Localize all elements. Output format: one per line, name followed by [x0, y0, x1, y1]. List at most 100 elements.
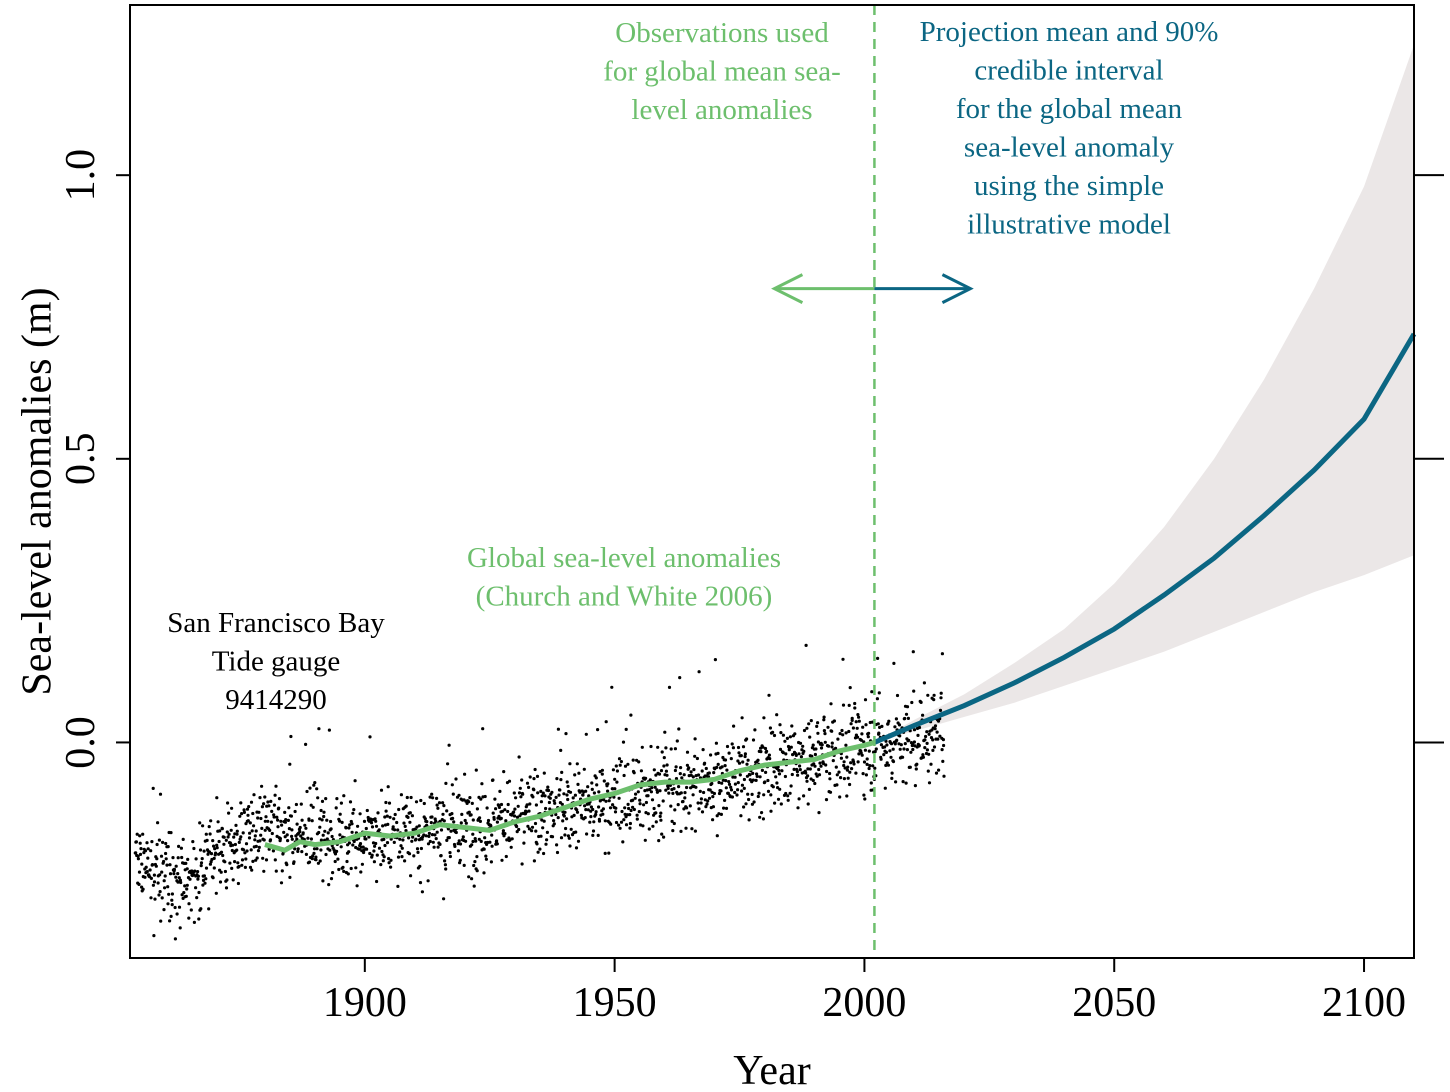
- tide-gauge-point: [349, 866, 353, 871]
- tide-gauge-point: [575, 762, 579, 766]
- tide-gauge-point: [266, 800, 270, 804]
- tide-gauge-point: [860, 753, 864, 757]
- tide-gauge-point: [247, 805, 251, 809]
- tide-gauge-point: [260, 784, 264, 788]
- tide-gauge-point: [319, 808, 323, 813]
- tide-gauge-point: [415, 825, 419, 829]
- tide-gauge-point: [405, 795, 409, 800]
- tide-gauge-point: [890, 771, 894, 775]
- tide-gauge-point: [756, 794, 760, 799]
- tide-gauge-point: [938, 734, 942, 738]
- tide-gauge-point: [207, 825, 211, 829]
- tide-gauge-point: [243, 851, 247, 855]
- tide-gauge-point: [577, 771, 581, 775]
- tide-gauge-point: [398, 850, 402, 854]
- tide-gauge-point: [169, 914, 173, 919]
- tide-gauge-point: [470, 877, 474, 881]
- tide-gauge-point: [481, 727, 485, 731]
- tide-gauge-point: [585, 832, 589, 836]
- tide-gauge-point: [591, 833, 595, 838]
- tide-gauge-point: [798, 764, 802, 768]
- tide-gauge-point: [931, 738, 935, 742]
- tide-gauge-point: [802, 728, 807, 733]
- tide-gauge-point: [373, 844, 377, 848]
- tide-gauge-point: [627, 806, 631, 811]
- tide-gauge-point: [207, 907, 211, 911]
- tide-gauge-point: [720, 765, 724, 769]
- tide-gauge-point: [756, 758, 760, 762]
- tide-gauge-point: [634, 792, 638, 796]
- tide-gauge-point: [939, 696, 943, 700]
- tide-gauge-point: [275, 815, 279, 819]
- tide-gauge-point: [138, 834, 142, 838]
- tide-gauge-point: [874, 747, 878, 751]
- tide-gauge-point: [138, 841, 142, 845]
- y-tick-label: 0.0: [58, 716, 104, 769]
- tide-gauge-point: [854, 771, 858, 775]
- tide-gauge-point: [677, 785, 681, 789]
- tide-gauge-point: [597, 790, 601, 794]
- tide-gauge-point: [329, 877, 334, 881]
- tide-gauge-point: [531, 795, 535, 799]
- tide-gauge-point: [185, 883, 189, 887]
- tide-gauge-point: [279, 819, 283, 823]
- tide-gauge-point: [588, 820, 592, 824]
- tide-gauge-point: [248, 821, 252, 825]
- tide-gauge-point: [657, 804, 661, 808]
- tide-gauge-point: [389, 858, 393, 862]
- tide-gauge-point: [177, 844, 181, 849]
- tide-gauge-point: [299, 834, 303, 838]
- tide-gauge-point: [768, 757, 772, 761]
- tide-gauge-point: [729, 788, 734, 792]
- tide-gauge-point: [685, 806, 689, 810]
- tide-gauge-point: [697, 807, 701, 811]
- tide-gauge-point: [861, 772, 865, 776]
- tide-gauge-point: [160, 896, 164, 900]
- tide-gauge-point: [235, 848, 239, 852]
- tide-gauge-point: [462, 863, 466, 868]
- tide-gauge-point: [745, 762, 749, 766]
- tide-gauge-point: [410, 814, 414, 818]
- tide-gauge-point: [673, 768, 678, 773]
- tide-gauge-point: [490, 833, 494, 837]
- tide-gauge-point: [200, 857, 204, 861]
- tide-gauge-point: [233, 842, 237, 847]
- tide-gauge-point: [729, 785, 733, 789]
- tide-gauge-point: [152, 873, 156, 877]
- tide-gauge-point: [768, 726, 773, 730]
- tide-gauge-point: [568, 844, 572, 848]
- tide-gauge-point: [284, 818, 288, 822]
- tide-gauge-point: [509, 845, 513, 849]
- tide-gauge-point: [300, 818, 304, 822]
- tide-gauge-point: [536, 850, 540, 854]
- tide-gauge-point: [204, 832, 208, 836]
- tide-gauge-point: [841, 657, 845, 661]
- tide-gauge-point: [305, 789, 309, 794]
- tide-gauge-point: [338, 833, 342, 837]
- tide-gauge-point: [742, 786, 746, 791]
- tide-gauge-point: [573, 773, 577, 777]
- tide-gauge-point: [619, 760, 624, 764]
- tide-gauge-point: [776, 797, 781, 801]
- tide-gauge-point: [857, 719, 861, 723]
- tide-gauge-point: [838, 795, 842, 799]
- tide-gauge-point: [807, 787, 812, 792]
- tide-gauge-point: [670, 819, 674, 824]
- tide-gauge-point: [280, 823, 284, 827]
- tide-gauge-point: [682, 773, 686, 777]
- tide-gauge-point: [456, 842, 460, 846]
- tide-gauge-point: [370, 825, 375, 829]
- tide-gauge-point: [436, 806, 440, 810]
- tide-gauge-point: [885, 743, 889, 747]
- tide-gauge-point: [669, 747, 673, 751]
- tide-gauge-point: [677, 727, 681, 731]
- tide-gauge-point: [520, 862, 524, 866]
- tide-gauge-point: [252, 824, 256, 828]
- tide-gauge-point: [650, 798, 655, 802]
- tide-gauge-point: [427, 834, 431, 839]
- tide-gauge-point: [816, 731, 820, 735]
- tide-gauge-point: [483, 836, 487, 840]
- tide-gauge-point: [563, 810, 567, 814]
- tide-gauge-point: [747, 818, 751, 822]
- tide-gauge-point: [334, 806, 338, 810]
